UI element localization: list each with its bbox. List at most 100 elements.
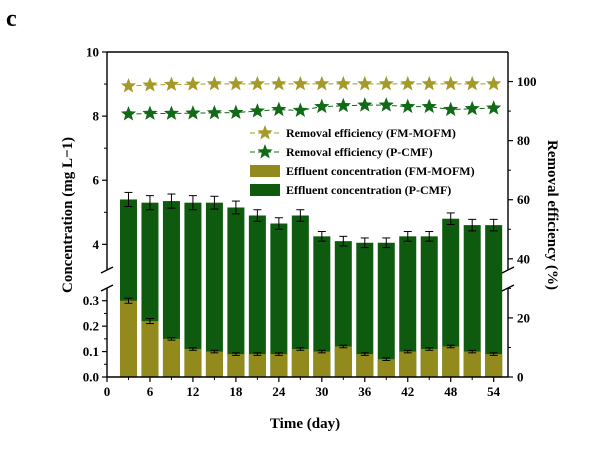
- error-bar-fmmofm: [403, 349, 412, 354]
- y-tick-label: 0.1: [83, 344, 99, 359]
- bar-fmmofm: [442, 346, 460, 377]
- star-pcmf: [292, 102, 308, 117]
- y2-tick-label: 100: [517, 74, 537, 89]
- error-bar-fmmofm: [446, 344, 455, 349]
- star-pcmf: [249, 103, 265, 118]
- error-bar-pcmf: [145, 195, 154, 211]
- y2-tick-label: 0: [517, 370, 524, 385]
- y2-tick-label: 80: [517, 133, 530, 148]
- star-pcmf: [400, 98, 416, 114]
- legend: Removal efficiency (FM-MOFM) Removal effi…: [250, 125, 475, 197]
- x-tick-label: 54: [487, 384, 501, 399]
- bar-fmmofm: [485, 354, 503, 377]
- bar-pcmf: [442, 218, 460, 377]
- bar-fmmofm: [377, 359, 395, 377]
- error-bar-pcmf: [446, 212, 455, 225]
- star-pcmf: [443, 101, 459, 117]
- star-fmmofm: [271, 75, 287, 91]
- error-bar-pcmf: [210, 195, 219, 210]
- error-bar-fmmofm: [145, 318, 154, 325]
- star-fmmofm: [228, 75, 244, 91]
- x-tick-label: 0: [104, 384, 111, 399]
- bar-pcmf: [313, 236, 331, 377]
- bar-pcmf: [420, 236, 438, 377]
- y-tick-label: 8: [93, 109, 100, 124]
- error-bar-pcmf: [231, 200, 240, 215]
- error-bar-fmmofm: [360, 352, 369, 356]
- legend-label: Removal efficiency (P-CMF): [286, 145, 433, 159]
- star-fmmofm: [163, 76, 180, 91]
- x-tick-label: 18: [229, 384, 243, 399]
- star-fmmofm: [142, 77, 158, 92]
- star-fmmofm: [292, 75, 308, 91]
- bar-fmmofm: [399, 351, 417, 377]
- error-bar-fmmofm: [296, 347, 305, 351]
- star-fmmofm: [314, 75, 330, 91]
- error-bar-pcmf: [253, 209, 262, 222]
- bars-layer: [119, 199, 503, 377]
- error-bar-pcmf: [489, 218, 498, 232]
- error-bar-fmmofm: [253, 352, 262, 356]
- x-tick-label: 6: [147, 384, 154, 399]
- error-bar-fmmofm: [339, 344, 348, 349]
- star-pcmf: [486, 100, 502, 115]
- panel-label: c: [6, 6, 17, 32]
- y2-tick-label: 20: [517, 310, 530, 325]
- x-tick-label: 30: [315, 384, 328, 399]
- legend-item: Effluent concentration (P-CMF): [250, 183, 451, 197]
- legend-item: Removal efficiency (P-CMF): [250, 144, 433, 159]
- bar-fmmofm: [463, 351, 481, 377]
- star-fmmofm: [400, 75, 416, 91]
- y2-tick-label: 60: [517, 192, 530, 207]
- error-bar-pcmf: [360, 237, 369, 249]
- star-pcmf: [185, 105, 201, 120]
- bar-fmmofm: [227, 354, 245, 377]
- legend-item: Removal efficiency (FM-MOFM): [250, 125, 456, 140]
- x-tick-label: 48: [444, 384, 458, 399]
- star-fmmofm: [357, 75, 373, 91]
- y-tick-label: 0.3: [83, 293, 100, 308]
- error-bar-fmmofm: [124, 297, 133, 304]
- star-pcmf: [142, 105, 158, 120]
- error-bars-layer: [124, 191, 498, 361]
- x-tick-label: 42: [401, 384, 414, 399]
- error-bar-fmmofm: [425, 347, 434, 351]
- star-pcmf-line: [128, 104, 494, 115]
- star-fmmofm: [486, 75, 502, 91]
- bar-pcmf: [356, 242, 374, 377]
- star-fmmofm: [185, 76, 201, 91]
- star-pcmf: [120, 106, 137, 121]
- bar-pcmf: [248, 215, 266, 377]
- axis-break-left-1: [100, 266, 114, 274]
- bar-pcmf: [377, 242, 395, 377]
- star-pcmf: [464, 100, 480, 116]
- error-bar-pcmf: [425, 231, 434, 242]
- error-bar-fmmofm: [231, 352, 240, 356]
- error-bar-fmmofm: [167, 337, 176, 341]
- bar-fmmofm: [334, 346, 352, 377]
- error-bar-pcmf: [382, 237, 391, 249]
- error-bar-fmmofm: [317, 349, 326, 354]
- error-bar-pcmf: [124, 191, 133, 208]
- legend-swatch: [250, 165, 280, 177]
- axis-break-left-2: [100, 284, 114, 292]
- bar-pcmf: [334, 241, 352, 377]
- bar-pcmf: [227, 207, 245, 377]
- star-pcmf: [271, 101, 287, 117]
- star-pcmf: [163, 105, 180, 120]
- star-fmmofm: [421, 75, 437, 91]
- bar-pcmf: [270, 223, 288, 377]
- axis-break-right-1: [501, 266, 515, 274]
- stars-layer: [120, 75, 502, 121]
- error-bar-pcmf: [339, 235, 348, 247]
- star-fmmofm: [206, 75, 223, 91]
- y2-axis-label: Removal efficiency (%): [544, 140, 560, 290]
- bar-fmmofm: [248, 354, 266, 377]
- legend-star: [257, 144, 273, 159]
- error-bar-fmmofm: [210, 349, 219, 354]
- error-bar-fmmofm: [188, 347, 197, 351]
- star-fmmofm: [378, 75, 394, 91]
- star-pcmf: [335, 97, 351, 113]
- y-tick-label: 0.2: [83, 319, 99, 334]
